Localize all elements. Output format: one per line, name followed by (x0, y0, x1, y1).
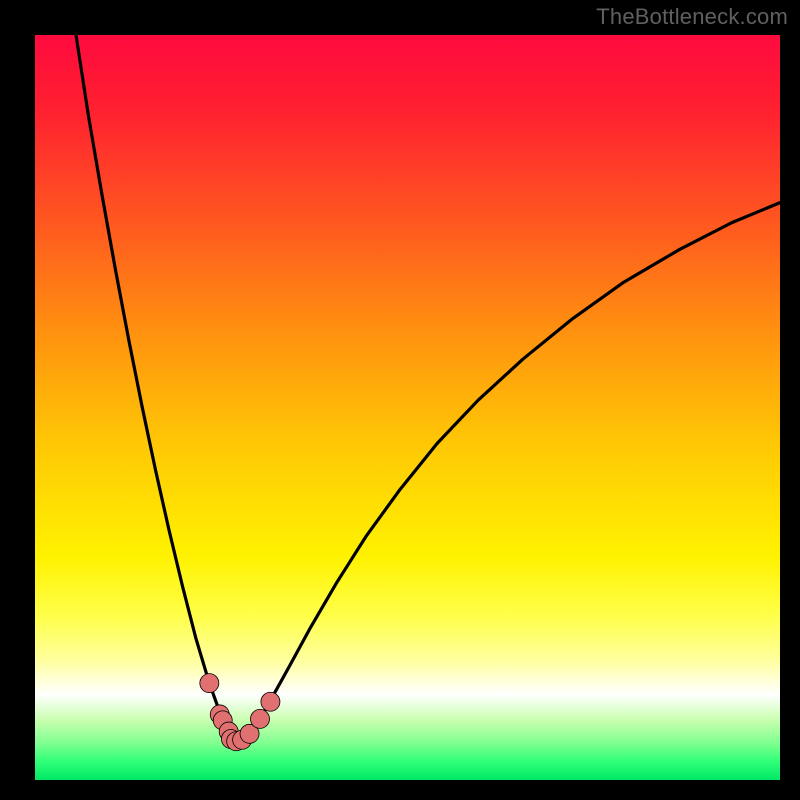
watermark-text: TheBottleneck.com (596, 4, 788, 30)
plot-area (35, 35, 780, 780)
bottom-marker (200, 674, 219, 693)
bottom-marker (261, 692, 280, 711)
bottom-marker-group (200, 674, 280, 751)
bottom-marker (250, 709, 269, 728)
bottleneck-curve (76, 35, 780, 741)
chart-svg (35, 35, 780, 780)
